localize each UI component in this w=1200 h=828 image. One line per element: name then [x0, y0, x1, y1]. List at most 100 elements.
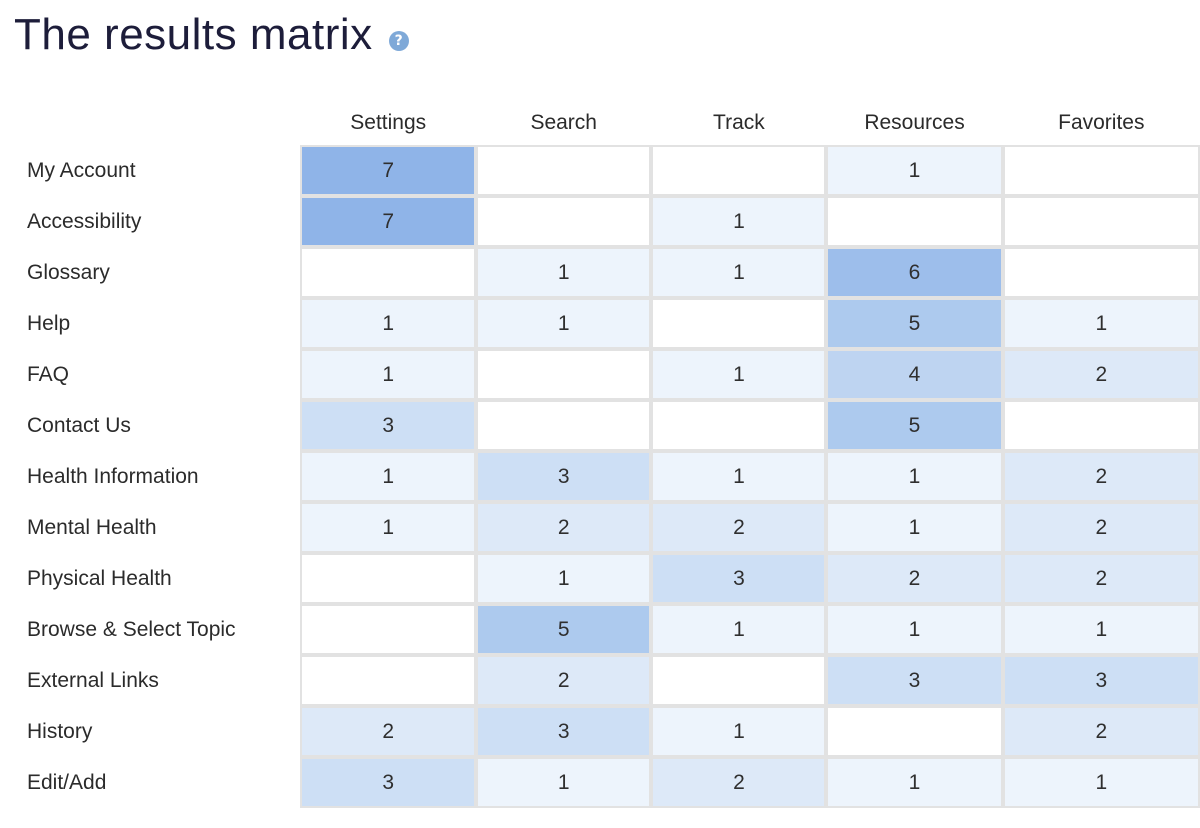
matrix-cell: 2 [300, 706, 477, 757]
matrix-cell: 2 [1002, 502, 1200, 553]
matrix-cell: 1 [826, 604, 1003, 655]
matrix-row: External Links 2 3 3 [0, 655, 1200, 706]
matrix-body: My Account 7 1 Accessibility 7 1 Glossary 1 1 6 He… [0, 145, 1200, 808]
matrix-cell: 7 [300, 196, 477, 247]
matrix-cell: 5 [476, 604, 652, 655]
matrix-cell: 6 [826, 247, 1003, 298]
matrix-cell: 1 [300, 298, 477, 349]
matrix-cell: 1 [476, 553, 652, 604]
matrix-cell: 1 [651, 706, 827, 757]
matrix-cell [476, 349, 652, 400]
matrix-cell: 2 [476, 655, 652, 706]
matrix-cell: 1 [476, 298, 652, 349]
row-label: Accessibility [27, 209, 142, 233]
matrix-cell: 2 [1002, 706, 1200, 757]
matrix-cell [300, 553, 477, 604]
matrix-cell: 3 [300, 400, 477, 451]
matrix-row: Mental Health 1 2 2 1 2 [0, 502, 1200, 553]
column-header-resources: Resources [864, 110, 965, 134]
matrix-cell: 1 [651, 196, 827, 247]
matrix-cell [476, 196, 652, 247]
matrix-cell: 1 [476, 247, 652, 298]
matrix-cell: 1 [826, 757, 1003, 808]
matrix-row: History 2 3 1 2 [0, 706, 1200, 757]
matrix-row: My Account 7 1 [0, 145, 1200, 196]
row-label: My Account [27, 158, 136, 182]
matrix-cell: 1 [300, 502, 477, 553]
matrix-row: FAQ 1 1 4 2 [0, 349, 1200, 400]
matrix-cell: 3 [300, 757, 477, 808]
matrix-cell [300, 655, 477, 706]
row-label: FAQ [27, 362, 70, 386]
row-label: History [27, 719, 93, 743]
matrix-cell [300, 604, 477, 655]
matrix-cell [476, 400, 652, 451]
row-label: Contact Us [27, 413, 131, 437]
row-label: External Links [27, 668, 159, 692]
matrix-row: Accessibility 7 1 [0, 196, 1200, 247]
matrix-cell: 7 [300, 145, 477, 196]
matrix-cell [826, 196, 1003, 247]
help-icon[interactable]: ? [388, 31, 409, 51]
matrix-cell: 3 [1002, 655, 1200, 706]
matrix-cell: 1 [300, 349, 477, 400]
matrix-corner [0, 100, 300, 145]
matrix-cell: 5 [826, 400, 1003, 451]
matrix-row: Edit/Add 3 1 2 1 1 [0, 757, 1200, 808]
matrix-cell: 2 [1002, 451, 1200, 502]
matrix-cell [1002, 247, 1200, 298]
matrix-row: Help 1 1 5 1 [0, 298, 1200, 349]
column-header-settings: Settings [350, 110, 427, 134]
matrix-cell [651, 298, 827, 349]
matrix-cell: 3 [476, 451, 652, 502]
matrix-cell: 1 [826, 502, 1003, 553]
page-title: The results matrix [14, 10, 373, 59]
row-label: Edit/Add [27, 770, 107, 794]
matrix-cell: 5 [826, 298, 1003, 349]
matrix-cell [826, 706, 1003, 757]
matrix-cell [651, 400, 827, 451]
matrix-cell: 1 [826, 451, 1003, 502]
matrix-row: Browse & Select Topic 5 1 1 1 [0, 604, 1200, 655]
row-label: Help [27, 311, 71, 335]
row-label: Glossary [27, 260, 110, 284]
matrix-row: Glossary 1 1 6 [0, 247, 1200, 298]
matrix-cell: 1 [651, 604, 827, 655]
matrix-cell: 1 [1002, 298, 1200, 349]
matrix-cell: 2 [651, 757, 827, 808]
matrix-cell: 1 [476, 757, 652, 808]
matrix-cell [1002, 196, 1200, 247]
matrix-cell [476, 145, 652, 196]
matrix-cell [651, 145, 827, 196]
matrix-header-row: Settings Search Track Resources Favorites [0, 100, 1200, 145]
matrix-cell: 2 [1002, 349, 1200, 400]
matrix-row: Health Information 1 3 1 1 2 [0, 451, 1200, 502]
title-row: The results matrix ? [14, 0, 409, 70]
row-label: Browse & Select Topic [27, 617, 236, 641]
matrix-cell [1002, 400, 1200, 451]
matrix-cell: 2 [651, 502, 827, 553]
matrix-cell [300, 247, 477, 298]
matrix-cell [651, 655, 827, 706]
matrix-row: Contact Us 3 5 [0, 400, 1200, 451]
matrix-cell: 1 [651, 349, 827, 400]
matrix-cell: 1 [651, 451, 827, 502]
matrix-cell: 3 [651, 553, 827, 604]
results-matrix-table: Settings Search Track Resources Favorites My… [0, 100, 1200, 808]
matrix-cell: 1 [1002, 757, 1200, 808]
matrix-cell: 2 [826, 553, 1003, 604]
matrix-cell: 1 [826, 145, 1003, 196]
row-label: Health Information [27, 464, 199, 488]
row-label: Mental Health [27, 515, 157, 539]
matrix-cell: 1 [1002, 604, 1200, 655]
matrix-row: Physical Health 1 3 2 2 [0, 553, 1200, 604]
row-label: Physical Health [27, 566, 172, 590]
matrix-cell: 1 [300, 451, 477, 502]
column-header-search: Search [530, 110, 597, 134]
matrix-cell: 1 [651, 247, 827, 298]
matrix-cell: 3 [476, 706, 652, 757]
column-header-favorites: Favorites [1058, 110, 1145, 134]
matrix-cell: 4 [826, 349, 1003, 400]
column-header-track: Track [713, 110, 765, 134]
